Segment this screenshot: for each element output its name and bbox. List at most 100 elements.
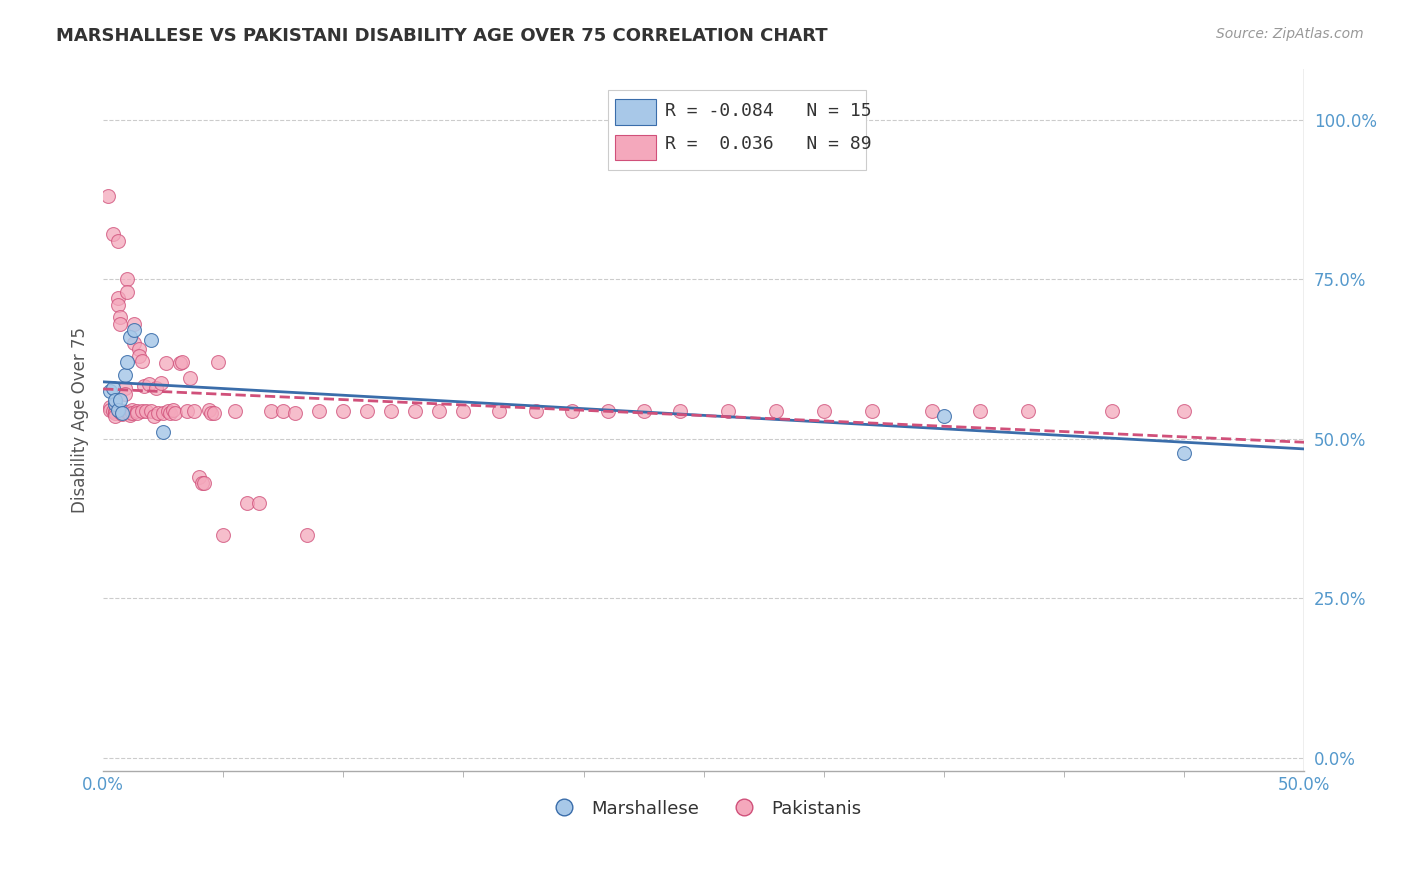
Point xyxy=(488,403,510,417)
Point xyxy=(765,403,787,417)
Point xyxy=(453,403,475,417)
Point xyxy=(1017,403,1039,417)
Point xyxy=(236,495,259,509)
Point xyxy=(132,379,155,393)
Point xyxy=(561,403,583,417)
Point xyxy=(101,227,124,242)
Point xyxy=(172,355,194,369)
Point xyxy=(111,403,134,417)
Point xyxy=(101,381,124,395)
Point xyxy=(176,404,198,418)
Point xyxy=(668,403,690,417)
Point xyxy=(131,354,153,368)
Point xyxy=(141,403,163,417)
Point xyxy=(524,403,547,417)
Point xyxy=(108,405,131,419)
Point xyxy=(284,406,307,420)
Point xyxy=(124,317,146,331)
Point xyxy=(97,189,120,203)
Point xyxy=(101,404,124,418)
Point xyxy=(260,403,283,417)
Point xyxy=(156,404,179,418)
FancyBboxPatch shape xyxy=(614,135,655,160)
Point xyxy=(104,403,127,417)
Point xyxy=(104,406,127,420)
Point xyxy=(1173,403,1195,417)
Point xyxy=(114,387,136,401)
Point xyxy=(149,376,172,391)
Point xyxy=(188,470,211,484)
Point xyxy=(107,291,129,305)
Point xyxy=(183,404,205,418)
Point xyxy=(308,403,330,417)
Point xyxy=(104,397,127,411)
Point xyxy=(98,403,121,417)
Point xyxy=(165,406,187,420)
Point xyxy=(152,406,174,420)
Point xyxy=(107,234,129,248)
Point xyxy=(969,403,991,417)
Point xyxy=(169,356,191,370)
Point xyxy=(179,371,201,385)
Point xyxy=(108,317,131,331)
Point xyxy=(128,343,150,357)
Point xyxy=(200,406,222,420)
Point xyxy=(356,403,378,417)
Text: Source: ZipAtlas.com: Source: ZipAtlas.com xyxy=(1216,27,1364,41)
Point xyxy=(108,393,131,408)
Point xyxy=(1101,403,1123,417)
Point xyxy=(596,403,619,417)
Point xyxy=(155,356,177,370)
Point xyxy=(404,403,426,417)
Point xyxy=(429,403,451,417)
Point xyxy=(111,407,134,421)
Point xyxy=(115,405,138,419)
Point xyxy=(159,406,181,420)
Text: R = -0.084   N = 15: R = -0.084 N = 15 xyxy=(665,103,872,120)
Point xyxy=(142,409,165,423)
Point xyxy=(332,403,354,417)
Point xyxy=(118,406,141,420)
Point xyxy=(135,403,157,417)
Point xyxy=(148,406,170,420)
Point xyxy=(247,495,270,509)
Point xyxy=(115,285,138,299)
Point xyxy=(115,272,138,286)
Point xyxy=(98,400,121,414)
Point xyxy=(114,381,136,395)
Point xyxy=(152,425,174,440)
Point xyxy=(198,403,221,417)
Point xyxy=(633,403,655,417)
Point xyxy=(114,368,136,382)
Point xyxy=(212,527,235,541)
Point xyxy=(932,409,955,424)
Legend: Marshallese, Pakistanis: Marshallese, Pakistanis xyxy=(538,792,869,825)
Point xyxy=(124,336,146,351)
Point xyxy=(125,406,148,420)
Point xyxy=(121,406,143,420)
Point xyxy=(104,409,127,424)
Point xyxy=(118,408,141,422)
Point xyxy=(138,377,160,392)
Point xyxy=(131,404,153,418)
Point xyxy=(1173,446,1195,460)
Point xyxy=(145,381,167,395)
Point xyxy=(118,329,141,343)
Text: R =  0.036   N = 89: R = 0.036 N = 89 xyxy=(665,136,872,153)
Point xyxy=(98,384,121,398)
Point xyxy=(104,393,127,408)
Point xyxy=(193,476,215,491)
Point xyxy=(108,310,131,325)
FancyBboxPatch shape xyxy=(614,99,655,125)
Point xyxy=(717,403,740,417)
Point xyxy=(141,333,163,347)
Point xyxy=(107,298,129,312)
Point xyxy=(380,403,402,417)
Point xyxy=(271,403,294,417)
Point xyxy=(190,476,212,491)
Point xyxy=(162,403,184,417)
Point xyxy=(124,323,146,337)
Point xyxy=(813,403,835,417)
Point xyxy=(121,403,143,417)
Point xyxy=(921,403,943,417)
